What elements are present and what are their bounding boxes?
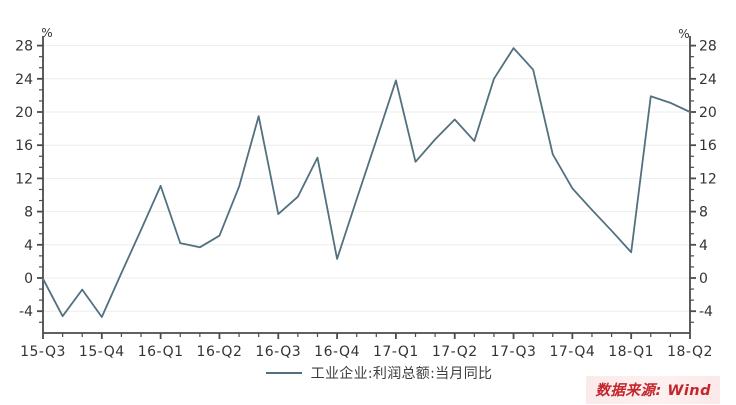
y-tick-label-right: 12	[699, 171, 717, 187]
y-tick-label-left: 16	[15, 138, 33, 154]
y-tick-label-right: 20	[699, 105, 717, 121]
legend-label: 工业企业:利润总额:当月同比	[310, 366, 493, 382]
y-tick-label-right: -4	[699, 304, 713, 320]
x-tick-label: 15-Q3	[20, 344, 66, 360]
y-tick-label-left: 28	[15, 39, 33, 55]
x-tick-label: 17-Q1	[373, 344, 419, 360]
y-tick-label-left: 20	[15, 105, 33, 121]
y-tick-label-left: 24	[15, 72, 33, 88]
x-tick-label: 15-Q4	[79, 344, 125, 360]
y-tick-label-right: 0	[699, 271, 708, 287]
x-tick-label: 17-Q2	[432, 344, 478, 360]
data-source-note: 数据来源: Wind	[586, 376, 720, 404]
x-tick-label: 17-Q3	[491, 344, 537, 360]
legend-line-swatch	[265, 372, 302, 374]
axis-line	[42, 36, 691, 334]
axis-ticks	[37, 44, 696, 339]
y-tick-label-right: 8	[699, 205, 708, 221]
y-tick-label-right: 28	[699, 39, 717, 55]
y-axis-unit-right: %	[678, 27, 689, 41]
x-tick-label: 16-Q1	[138, 344, 184, 360]
x-tick-label: 17-Q4	[549, 344, 595, 360]
axis-tick-labels: 28 28 24 24 20 20 16 16 12 12 8 8 4 4 0 0 -4 -4 15-Q3 15-Q4…	[15, 39, 717, 360]
x-tick-label: 18-Q1	[608, 344, 654, 360]
series-lines	[42, 47, 691, 318]
x-tick-label: 16-Q3	[255, 344, 301, 360]
y-tick-label-right: 16	[699, 138, 717, 154]
y-tick-label-right: 24	[699, 72, 717, 88]
y-tick-label-left: -4	[19, 304, 33, 320]
y-tick-label-left: 0	[24, 271, 33, 287]
y-tick-label-left: 4	[24, 238, 33, 254]
y-axis-unit-left: %	[41, 26, 52, 40]
y-tick-label-left: 12	[15, 171, 33, 187]
x-tick-label: 16-Q4	[314, 344, 360, 360]
axes	[42, 36, 691, 334]
x-tick-label: 16-Q2	[197, 344, 243, 360]
y-tick-label-right: 4	[699, 238, 708, 254]
legend: 工业企业:利润总额:当月同比	[11, 363, 736, 383]
x-tick-label: 18-Q2	[667, 344, 713, 360]
gridlines	[43, 45, 690, 312]
series-line	[42, 47, 691, 318]
y-tick-label-left: 8	[24, 205, 33, 221]
